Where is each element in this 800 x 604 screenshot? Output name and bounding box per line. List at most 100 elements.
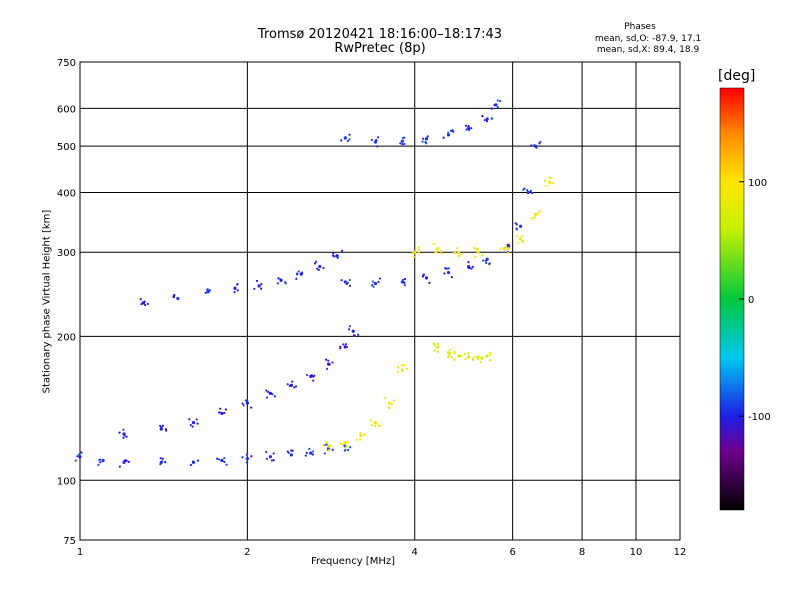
data-point [506,251,510,254]
data-point [417,248,421,251]
data-point [159,427,163,431]
data-point [125,459,128,463]
data-point [118,465,121,468]
data-point [465,128,468,131]
data-point [474,248,478,251]
data-point [172,295,176,298]
data-point [140,302,143,306]
plot-frame [79,61,681,541]
data-point [98,458,102,461]
data-point [473,246,476,249]
data-point [531,191,534,195]
data-point [463,352,467,356]
data-point [458,255,461,258]
y-tick-label: 500 [57,142,76,153]
data-point [346,139,350,143]
data-point [312,379,315,382]
data-point [403,364,406,367]
data-point [310,374,313,377]
data-point [401,278,405,281]
data-point [508,245,511,248]
data-point [233,290,236,294]
data-point [344,343,348,346]
data-point [253,287,256,290]
data-point [447,131,450,134]
data-point [488,351,491,354]
data-point [471,265,474,268]
data-point [143,300,146,303]
data-point [313,262,317,265]
data-point [548,180,552,184]
data-point [265,457,269,460]
data-point [289,453,293,457]
data-point [223,460,226,463]
data-point [236,289,239,292]
data-point [453,358,456,361]
data-point [173,293,176,297]
data-point [343,444,346,447]
data-point [447,267,450,270]
data-point [446,133,451,137]
data-point [413,250,417,254]
data-point [190,463,193,467]
data-point [474,355,477,358]
data-point [530,144,533,147]
data-point [476,358,479,361]
data-point [489,353,492,356]
data-point [476,250,480,254]
data-point [445,267,448,270]
data-point [411,252,414,255]
data-point [163,460,167,464]
data-point [313,374,316,377]
data-point [456,246,459,250]
data-point [123,459,126,462]
data-point [78,453,81,456]
data-point [335,254,339,258]
y-tick-label: 750 [57,58,76,69]
data-point [295,277,298,280]
data-point [375,138,378,142]
data-point [421,140,424,143]
data-point [359,434,363,438]
data-point [324,358,328,361]
data-point [296,273,299,276]
data-point [225,463,228,466]
data-point [297,270,300,273]
data-point [452,251,455,255]
data-point [359,438,362,441]
data-point [439,250,442,253]
data-point [340,139,343,142]
data-point [220,458,224,463]
data-point [529,189,532,193]
data-point [396,366,400,369]
data-point [245,453,249,456]
data-point [177,297,180,300]
data-point [118,431,121,434]
data-point [481,356,484,359]
data-point [515,223,518,226]
data-point [260,287,263,290]
data-point [424,137,429,141]
data-point [348,284,352,287]
data-point [123,434,126,437]
data-point [273,395,276,398]
data-point [159,424,162,427]
data-point [76,455,79,458]
data-point [377,280,380,284]
data-point [530,217,534,220]
data-point [426,135,429,138]
data-point [485,261,488,265]
data-point [359,431,362,435]
data-point [446,270,451,275]
data-point [191,425,194,428]
data-point [433,344,436,347]
data-point [457,354,461,358]
data-point [206,288,209,291]
data-point [526,190,530,195]
data-point [97,463,100,466]
data-point [245,401,249,405]
data-point [160,426,163,429]
x-tick-label: 12 [674,547,687,558]
